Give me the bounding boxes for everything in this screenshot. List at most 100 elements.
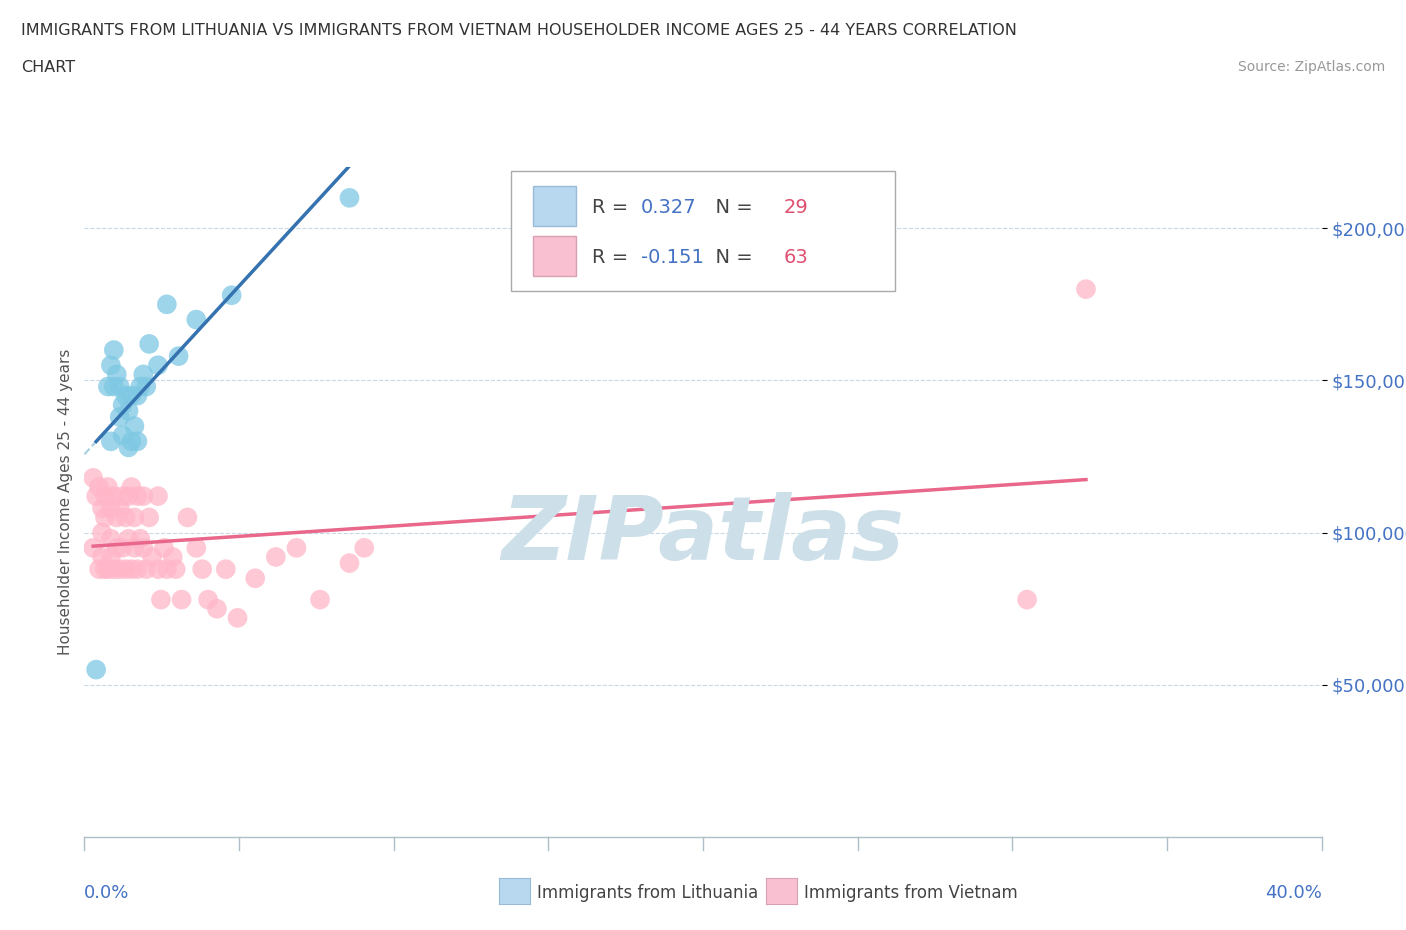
Point [226, 610, 249, 625]
Point [121, 434, 143, 449]
Point [1015, 592, 1038, 607]
Point [176, 510, 198, 525]
Point [103, 342, 125, 357]
Point [221, 287, 243, 302]
Point [138, 337, 160, 352]
Point [156, 562, 179, 577]
Text: 40.0%: 40.0% [1265, 884, 1322, 902]
Point [127, 562, 149, 577]
Point [84, 662, 107, 677]
Text: -0.151: -0.151 [641, 248, 704, 267]
Point [111, 428, 134, 443]
Point [91, 525, 114, 540]
Point [285, 540, 308, 555]
Point [264, 550, 287, 565]
Text: Source: ZipAtlas.com: Source: ZipAtlas.com [1237, 60, 1385, 74]
Point [82, 540, 104, 555]
Point [339, 555, 361, 570]
Point [117, 440, 139, 455]
Point [1074, 282, 1097, 297]
Point [353, 540, 375, 555]
Point [132, 367, 155, 382]
Point [100, 501, 122, 516]
Point [215, 562, 238, 577]
Point [124, 510, 146, 525]
Point [108, 501, 131, 516]
Point [91, 550, 114, 565]
Point [121, 388, 143, 403]
Point [170, 592, 193, 607]
Point [146, 358, 169, 373]
Text: ZIPatlas: ZIPatlas [502, 492, 904, 579]
Point [197, 592, 219, 607]
Point [162, 550, 184, 565]
Point [309, 592, 332, 607]
FancyBboxPatch shape [512, 171, 894, 291]
Point [117, 531, 139, 546]
Point [245, 571, 267, 586]
Point [108, 409, 131, 424]
Point [114, 562, 136, 577]
Point [117, 404, 139, 418]
FancyBboxPatch shape [533, 236, 575, 276]
Point [191, 562, 214, 577]
Point [94, 488, 117, 503]
Point [135, 562, 157, 577]
Point [114, 510, 136, 525]
Text: 0.0%: 0.0% [84, 884, 129, 902]
Text: R =: R = [592, 198, 634, 217]
Y-axis label: Householder Income Ages 25 - 44 years: Householder Income Ages 25 - 44 years [58, 349, 73, 656]
Point [146, 488, 169, 503]
Point [146, 562, 169, 577]
Point [97, 379, 120, 394]
Point [100, 550, 122, 565]
Point [121, 562, 143, 577]
Text: Immigrants from Lithuania: Immigrants from Lithuania [537, 884, 758, 902]
Point [153, 540, 176, 555]
Point [117, 488, 139, 503]
Point [124, 418, 146, 433]
Text: 29: 29 [783, 198, 808, 217]
Point [105, 367, 128, 382]
Point [111, 540, 134, 555]
Point [111, 488, 134, 503]
Text: 0.327: 0.327 [641, 198, 697, 217]
Point [132, 488, 155, 503]
Point [82, 471, 104, 485]
Point [205, 602, 228, 617]
Point [87, 562, 110, 577]
Point [94, 510, 117, 525]
Point [186, 312, 208, 327]
Text: CHART: CHART [21, 60, 75, 75]
Point [132, 540, 155, 555]
Point [100, 434, 122, 449]
Point [94, 562, 117, 577]
Point [87, 480, 110, 495]
Point [100, 531, 122, 546]
Point [124, 540, 146, 555]
Text: R =: R = [592, 248, 634, 267]
Point [186, 540, 208, 555]
Point [127, 388, 149, 403]
Point [114, 388, 136, 403]
Point [138, 510, 160, 525]
Point [100, 358, 122, 373]
Point [127, 488, 149, 503]
Point [103, 488, 125, 503]
Point [97, 562, 120, 577]
Text: N =: N = [703, 198, 759, 217]
Point [129, 379, 152, 394]
Text: Immigrants from Vietnam: Immigrants from Vietnam [804, 884, 1018, 902]
Point [339, 191, 361, 206]
Point [108, 379, 131, 394]
Point [129, 531, 152, 546]
Point [149, 592, 172, 607]
Text: 63: 63 [783, 248, 808, 267]
Point [103, 379, 125, 394]
Point [111, 397, 134, 412]
Point [103, 562, 125, 577]
Point [121, 480, 143, 495]
Point [167, 349, 190, 364]
Point [108, 562, 131, 577]
Point [105, 540, 128, 555]
